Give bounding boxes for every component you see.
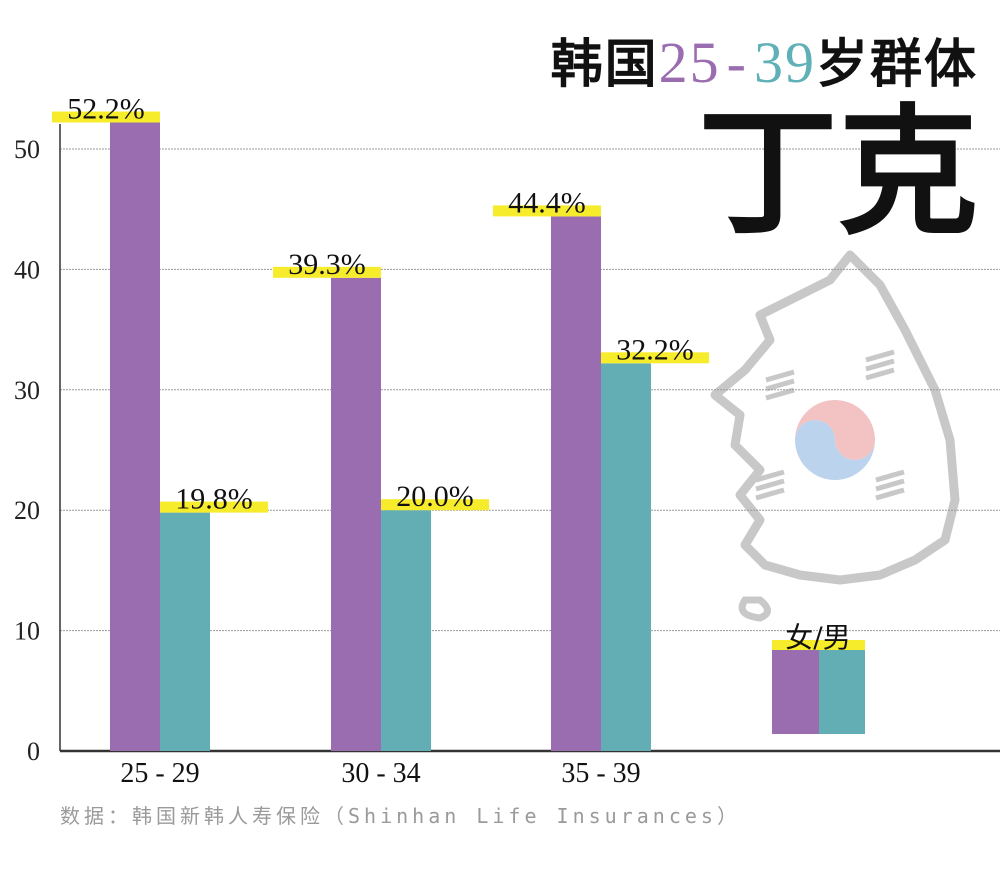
trigram-bar [755,478,785,492]
korea-map-icon [710,250,960,622]
taegeuk-red [795,400,875,460]
data-label: 44.4% [508,186,586,219]
label-highlight [493,205,601,217]
trigram-bar [875,478,905,492]
data-label: 52.2% [67,93,145,126]
data-label: 19.8% [175,483,253,516]
trigram-bar [755,487,785,501]
trigram-bar [865,349,895,363]
title-age-to: 39 [753,30,816,95]
trigram-bar [765,387,795,401]
label-highlight [52,111,160,123]
bar-female [551,216,601,751]
trigram-bar [765,378,795,392]
legend-swatch-female [772,650,819,734]
y-tick-label: 10 [14,617,40,646]
chart-main-title: 丁克 [697,91,978,255]
island-outline [738,596,771,622]
title-age-from: 25 [658,30,721,95]
title-dash: - [726,30,748,95]
legend-swatch-male [819,650,865,734]
y-tick-label: 0 [27,737,40,766]
chart-title: 韩国25-39岁群体 [551,22,978,97]
trigram-bar [875,487,905,501]
trigram-bar [765,369,795,383]
trigram-bar [865,367,895,381]
bar-male [601,363,651,751]
source-note: 数据：韩国新韩人寿保险（Shinhan Life Insurances） [60,804,741,828]
trigram-bar [875,469,905,483]
x-tick-label: 25 - 29 [120,758,199,789]
y-tick-label: 40 [14,255,40,284]
legend-highlight [772,640,865,650]
title-prefix: 韩国 [550,34,659,95]
label-highlight [273,266,381,278]
data-label: 20.0% [396,480,474,513]
title-suffix: 岁群体 [815,34,978,95]
bar-female [331,277,381,751]
trigram-bar [755,469,785,483]
data-label: 32.2% [616,333,694,366]
bar-female [110,122,160,751]
map-outline [710,250,960,585]
taegeuk-blue [795,420,875,480]
label-highlight [601,352,709,364]
data-label: 39.3% [288,248,366,281]
legend-label: 女/男 [785,621,850,654]
y-tick-label: 30 [14,376,40,405]
y-tick-label: 20 [14,496,40,525]
x-tick-label: 30 - 34 [341,758,420,789]
y-tick-label: 50 [14,135,40,164]
trigram-bar [865,358,895,372]
bar-male [160,512,210,751]
label-highlight [160,501,268,513]
x-tick-label: 35 - 39 [561,758,640,789]
bar-male [381,510,431,751]
label-highlight [381,499,489,511]
